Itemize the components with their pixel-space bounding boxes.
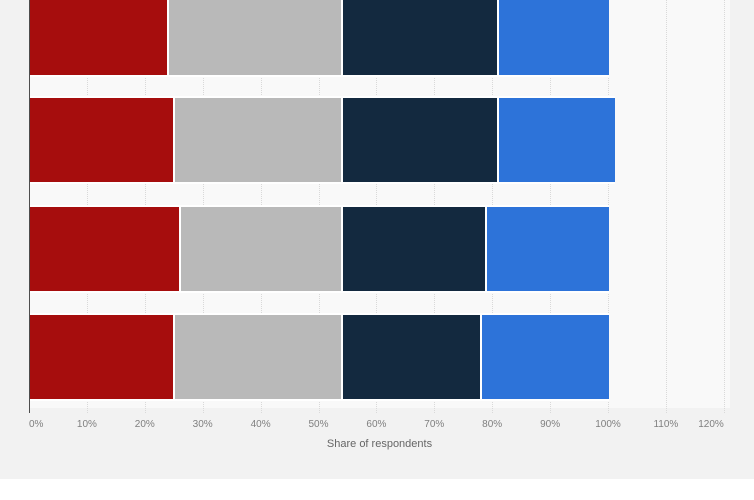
bar-segment-segment-2-gray[interactable] [174,315,343,399]
bar-segment-segment-1-dark-red[interactable] [30,315,175,399]
bar-segment-segment-1-dark-red[interactable] [30,98,175,182]
gridline [86,0,88,413]
bar-segment-segment-3-dark-navy[interactable] [342,207,488,291]
bar-segment-segment-3-dark-navy[interactable] [342,315,482,399]
plot-area [29,0,730,413]
x-tick-label: 60% [366,419,387,430]
bar-segment-segment-2-gray[interactable] [168,0,343,75]
x-tick-label: 100% [595,419,621,430]
bar-row-row-1 [30,0,609,75]
bar-row-row-2 [30,98,615,182]
bar-segment-segment-4-blue[interactable] [498,98,615,182]
bar-segment-segment-4-blue[interactable] [487,207,609,291]
x-tick-label: 80% [482,419,503,430]
bar-segment-segment-2-gray[interactable] [174,98,343,182]
footer-strip [0,479,754,500]
bar-row-row-3 [30,207,609,291]
x-tick-label: 10% [76,419,97,430]
bar-segment-segment-3-dark-navy[interactable] [342,0,499,75]
x-tick-label: 90% [540,419,561,430]
bar-row-row-4 [30,315,609,399]
gridline [144,0,146,413]
x-axis-tick-labels: 0% 10% 20% 30% 40% 50% 60% 70% 80% 90% 100% 110% 120… [0,419,754,433]
x-tick-label: 0% [29,419,44,430]
bar-segment-segment-1-dark-red[interactable] [30,207,181,291]
gridline [723,0,725,413]
x-tick-label: 40% [250,419,271,430]
gridline [376,0,378,413]
gridline [202,0,204,413]
x-tick-label: 70% [424,419,445,430]
x-tick-label: 50% [308,419,329,430]
bar-segment-segment-1-dark-red[interactable] [30,0,169,75]
gridline [492,0,494,413]
gridline [318,0,320,413]
x-tick-label: 120% [698,419,724,430]
x-tick-label: 20% [134,419,155,430]
bar-segment-segment-4-blue[interactable] [498,0,609,75]
gridline [665,0,667,413]
x-axis-title: Share of respondents [326,438,433,450]
bar-segment-segment-2-gray[interactable] [180,207,343,291]
gridline [260,0,262,413]
bar-segment-segment-4-blue[interactable] [481,315,609,399]
gridline [608,0,609,413]
gridline [434,0,436,413]
gridline [550,0,552,413]
x-tick-label: 110% [653,419,679,430]
y-axis-line [29,0,30,413]
x-tick-label: 30% [192,419,213,430]
bar-segment-segment-3-dark-navy[interactable] [342,98,499,182]
